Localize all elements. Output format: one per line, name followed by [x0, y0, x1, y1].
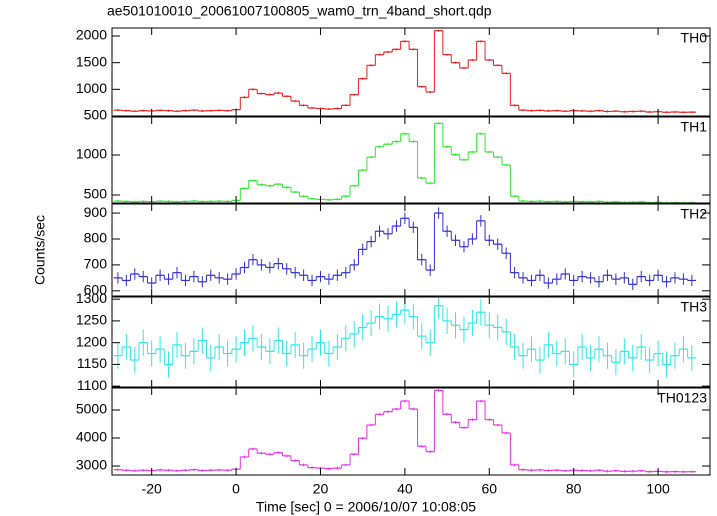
- y-tick-label: 500: [84, 107, 108, 123]
- y-tick-label: 3000: [76, 457, 107, 473]
- y-tick-label: 1000: [76, 80, 107, 96]
- panel-data: [113, 297, 697, 378]
- x-tick-label: 60: [481, 481, 497, 497]
- y-tick-label: 2000: [76, 27, 107, 43]
- panel-frame: [111, 116, 711, 204]
- y-tick-label: 1200: [76, 333, 107, 349]
- panel-data: [113, 389, 697, 474]
- y-tick-label: 1150: [77, 355, 107, 371]
- chart-title: ae501010010_20061007100805_wam0_trn_4ban…: [107, 3, 492, 19]
- panel-frame: [111, 387, 711, 476]
- panel-data: [113, 122, 697, 203]
- panel-data: [113, 207, 697, 291]
- panel-label: TH3: [681, 299, 708, 315]
- x-tick-label: 0: [232, 481, 240, 497]
- y-tick-label: 1100: [77, 377, 107, 393]
- y-tick-label: 900: [84, 204, 108, 220]
- y-axis-label: Counts/sec: [32, 215, 48, 285]
- x-axis-label: Time [sec] 0 = 2006/10/07 10:08:05: [256, 499, 476, 515]
- panel-frame: [111, 203, 711, 297]
- y-tick-label: 1250: [76, 312, 107, 328]
- panel-frame: [111, 27, 711, 117]
- y-tick-label: 1300: [76, 290, 107, 306]
- panel-frame: [111, 296, 711, 388]
- x-tick-label: 20: [313, 481, 329, 497]
- y-tick-label: 1500: [76, 53, 107, 69]
- x-tick-label: 80: [566, 481, 582, 497]
- y-tick-label: 5000: [76, 401, 107, 417]
- panel-data: [113, 29, 697, 114]
- x-tick-label: 40: [397, 481, 413, 497]
- y-tick-label: 500: [84, 186, 108, 202]
- y-tick-label: 700: [84, 256, 108, 272]
- panel-label: TH1: [681, 119, 708, 135]
- panel-label: TH0: [681, 30, 708, 46]
- panel-label: TH2: [681, 206, 708, 222]
- y-tick-label: 4000: [76, 429, 107, 445]
- y-tick-label: 800: [84, 230, 108, 246]
- x-tick-label: 100: [646, 481, 670, 497]
- y-tick-label: 600: [84, 282, 108, 298]
- x-tick-label: -20: [142, 481, 162, 497]
- y-tick-label: 1000: [76, 146, 107, 162]
- panel-label: TH0123: [657, 390, 707, 406]
